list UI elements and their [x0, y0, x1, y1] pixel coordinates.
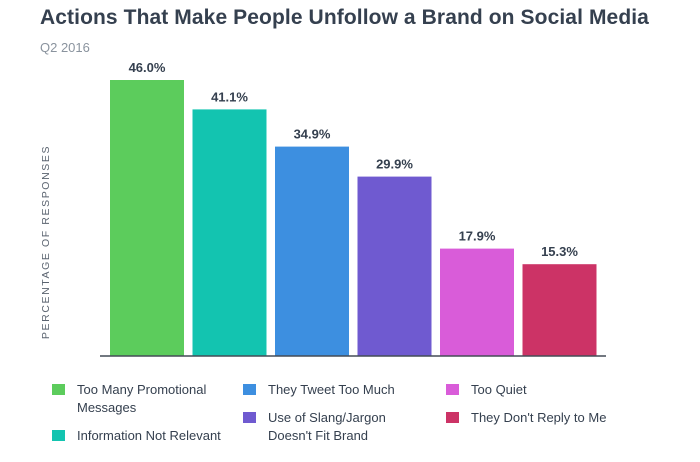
bar-too-quiet [440, 248, 514, 356]
bar-value-label-information-not-relevant: 41.1% [211, 89, 248, 104]
bar-value-label-use-of-slang-jargon-doesn-t-fit-brand: 29.9% [376, 157, 413, 172]
bar-too-many-promotional-messages [110, 80, 184, 356]
bar-value-label-they-tweet-too-much: 34.9% [294, 127, 331, 142]
bars-group: 46.0% 41.1% 34.9% 29.9% 17.9% 15.3% [110, 60, 597, 357]
bar-value-label-too-many-promotional-messages: 46.0% [129, 60, 166, 75]
chart-subtitle: Q2 2016 [40, 40, 90, 55]
bar-use-of-slang-jargon-doesn-t-fit-brand [357, 176, 432, 356]
bar-value-label-they-don-t-reply-to-me: 15.3% [541, 244, 578, 259]
bar-they-don-t-reply-to-me [522, 264, 597, 356]
bar-information-not-relevant [192, 109, 267, 357]
bar-they-tweet-too-much [275, 146, 349, 356]
chart-title: Actions That Make People Unfollow a Bran… [40, 6, 649, 29]
bar-value-label-too-quiet: 17.9% [459, 229, 496, 244]
